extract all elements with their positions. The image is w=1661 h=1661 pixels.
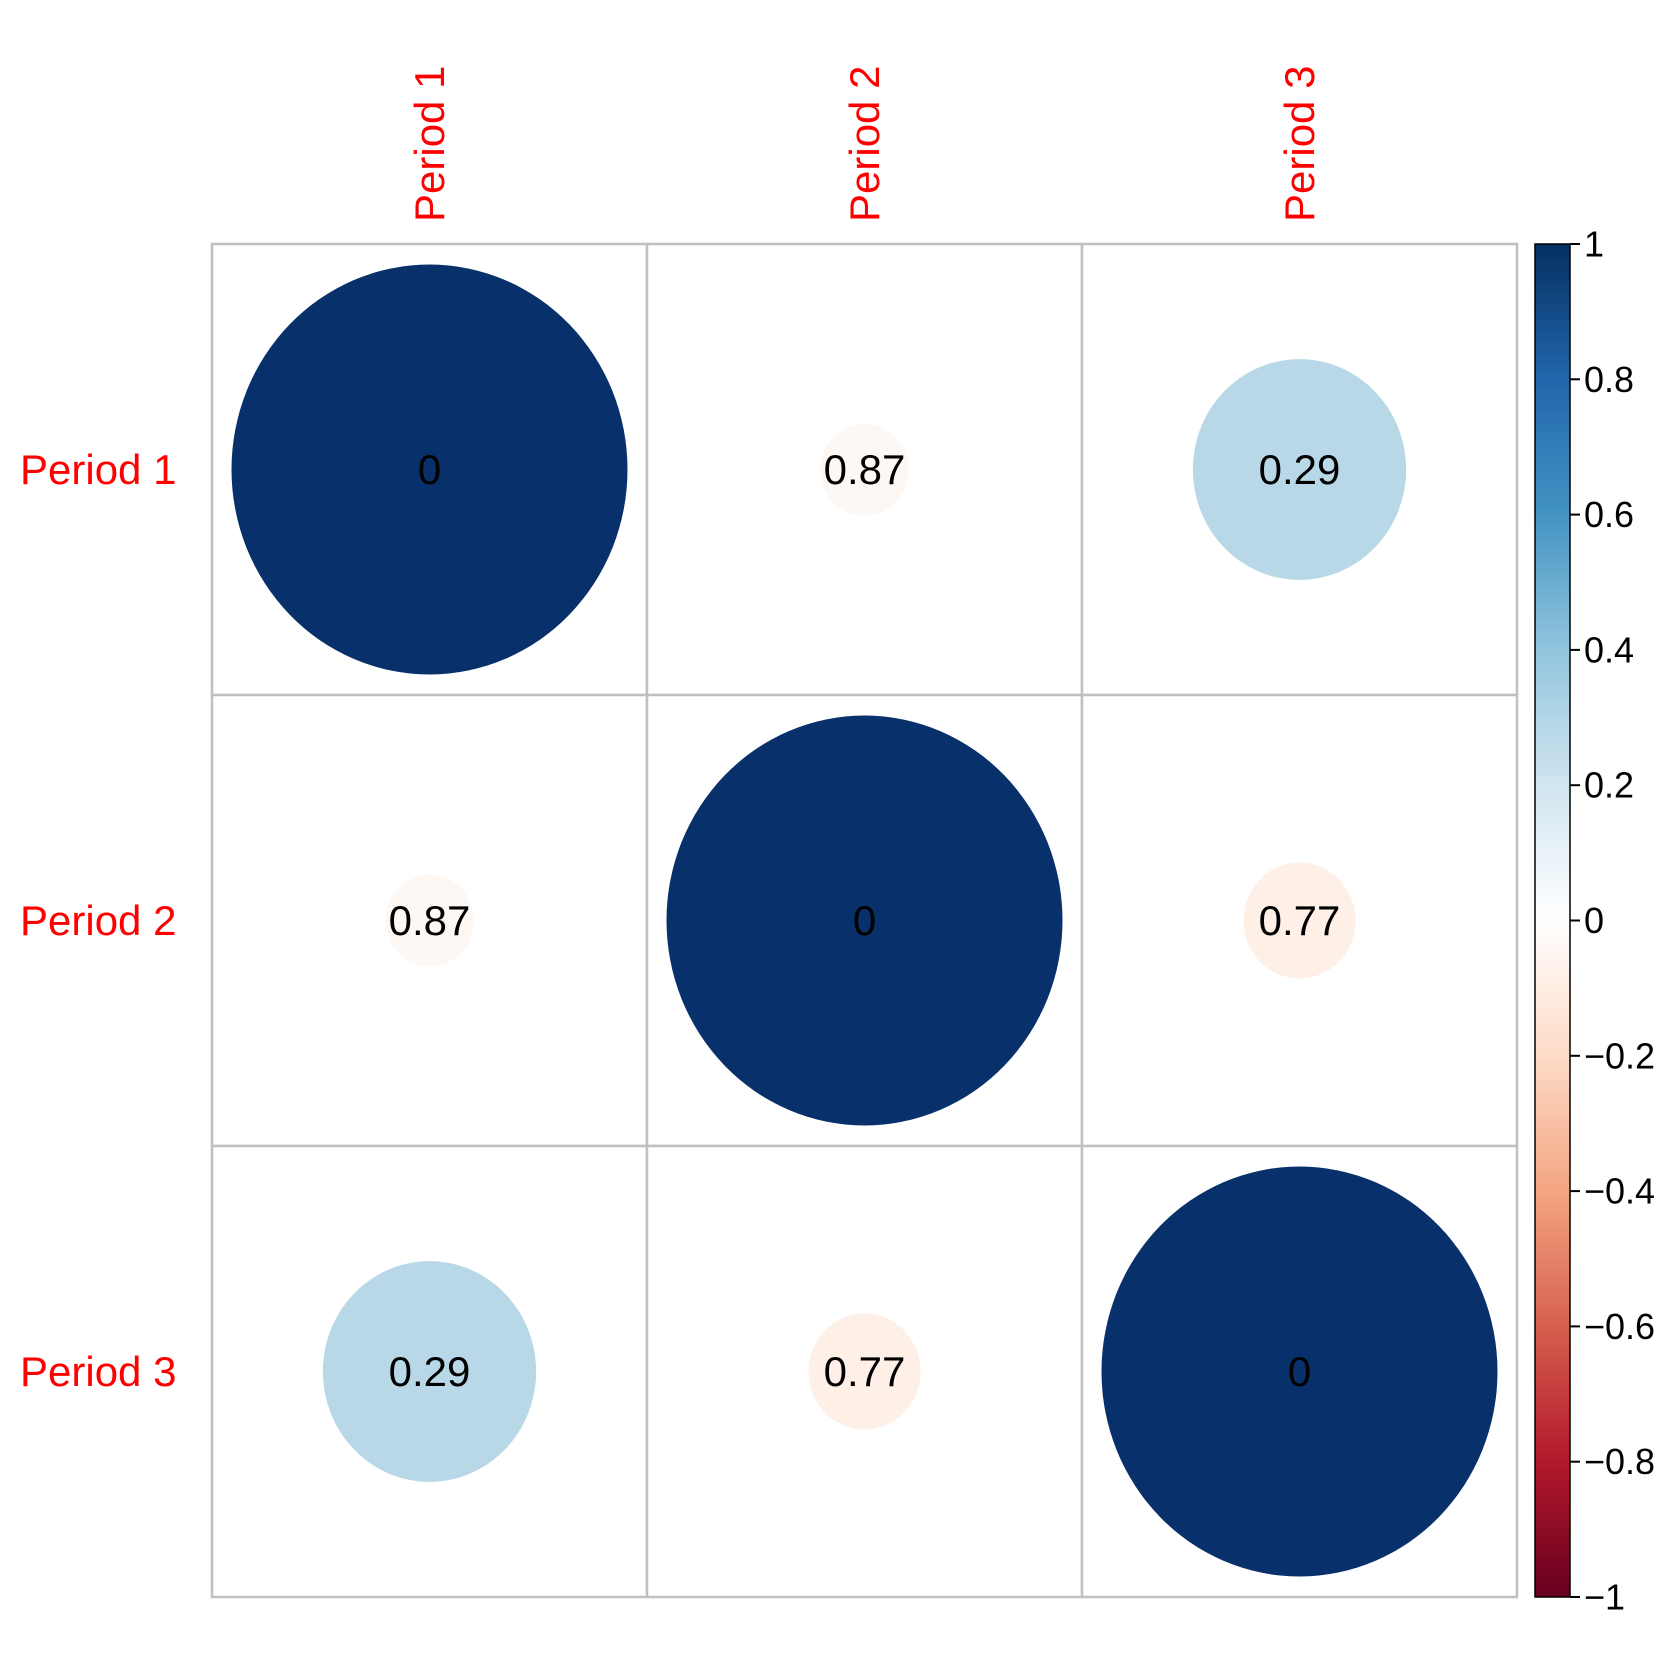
row-label: Period 2 (20, 897, 176, 944)
colorbar-tick-label: 0.4 (1584, 629, 1634, 670)
colorbar-tick-label: 1 (1584, 224, 1604, 265)
column-label: Period 1 (406, 66, 453, 222)
correlation-circle (385, 874, 474, 967)
colorbar-tick-label: −0.6 (1584, 1306, 1655, 1347)
grid (210, 242, 1519, 1599)
colorbar-tick-label: 0 (1584, 900, 1604, 941)
correlation-circle (231, 264, 628, 675)
cell-value-label: 0 (418, 446, 441, 493)
cell-value-label: 0.29 (389, 1348, 471, 1395)
colorbar-tick-label: 0.6 (1584, 494, 1634, 535)
row-label: Period 1 (20, 446, 176, 493)
correlation-circle (1243, 862, 1356, 979)
cell-value-label: 0.87 (824, 446, 906, 493)
cell-value-label: 0 (1288, 1348, 1311, 1395)
colorbar-tick-label: −0.8 (1584, 1441, 1655, 1482)
colorbar-tick-label: 0.8 (1584, 359, 1634, 400)
correlation-circle (820, 423, 909, 516)
cell-value-label: 0 (853, 897, 876, 944)
correlation-circle (808, 1313, 921, 1430)
colorbar-gradient (1534, 243, 1571, 1598)
column-labels: Period 1 Period 2 Period 3 (406, 66, 1323, 222)
colorbar-tick-label: −1 (1584, 1577, 1625, 1618)
circles (231, 264, 1498, 1577)
cell-value-label: 0.77 (824, 1348, 906, 1395)
cell-value-label: 0.29 (1259, 446, 1341, 493)
cell-value-label: 0.77 (1259, 897, 1341, 944)
column-label: Period 3 (1276, 66, 1323, 222)
cell-value-label: 0.87 (389, 897, 471, 944)
row-labels: Period 1 Period 2 Period 3 (20, 446, 176, 1395)
correlation-circle (322, 1261, 537, 1482)
correlation-circle (666, 715, 1063, 1126)
correlation-circle (1192, 359, 1407, 580)
cell-labels: 0 0.87 0.29 0.87 0 0.77 0.29 0.77 0 (389, 446, 1341, 1395)
colorbar-tick-label: −0.4 (1584, 1171, 1655, 1212)
correlation-circle (1101, 1166, 1498, 1577)
colorbar: 1 0.8 0.6 0.4 0.2 0 −0.2 −0.4 −0.6 −0.8 −1 (1534, 224, 1655, 1618)
colorbar-tick-label: 0.2 (1584, 765, 1634, 806)
column-label: Period 2 (841, 66, 888, 222)
colorbar-tick-label: −0.2 (1584, 1035, 1655, 1076)
row-label: Period 3 (20, 1348, 176, 1395)
